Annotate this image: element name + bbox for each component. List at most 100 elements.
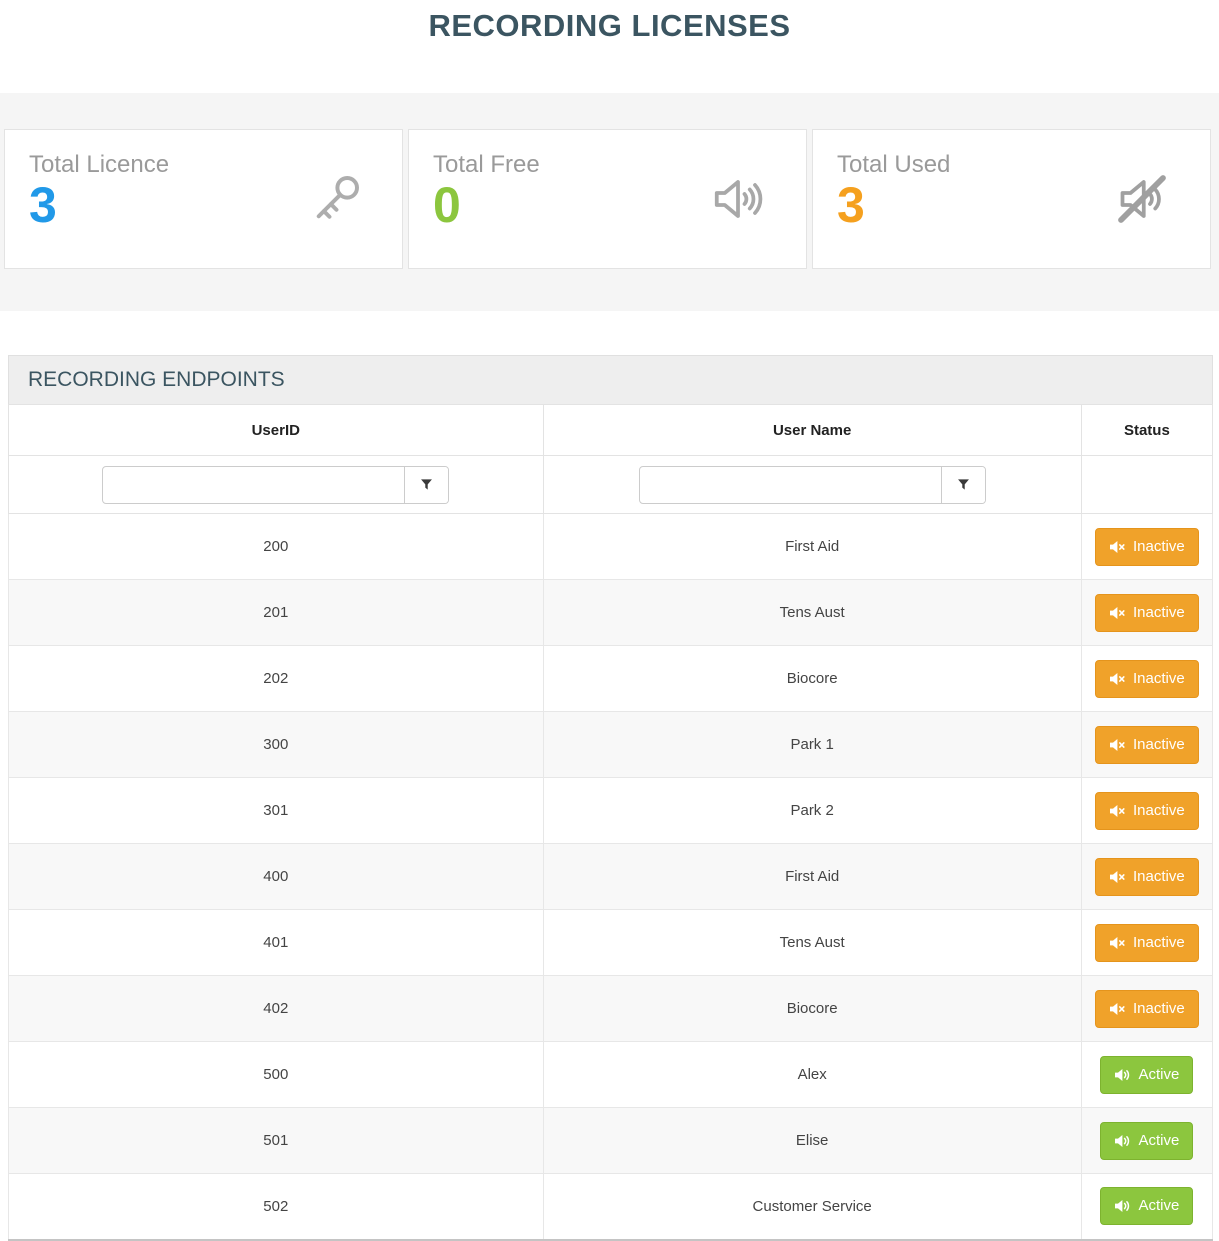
status-cell: Active [1080,1173,1214,1241]
table-row: 201 Tens Aust Inactive [8,579,1214,646]
table-row: 300 Park 1 Inactive [8,711,1214,778]
status-cell: Inactive [1080,909,1214,976]
username-filter-group [638,465,986,504]
table-header-row: UserID User Name Status [8,404,1214,456]
column-header-status[interactable]: Status [1080,404,1214,456]
status-button[interactable]: Inactive [1095,923,1199,962]
status-button[interactable]: Inactive [1095,989,1199,1028]
filter-row [8,455,1214,514]
status-label: Inactive [1133,537,1185,555]
table-row: 502 Customer Service Active [8,1173,1214,1241]
status-cell: Active [1080,1107,1214,1174]
status-cell: Inactive [1080,975,1214,1042]
status-cell: Active [1080,1041,1214,1108]
status-button[interactable]: Inactive [1095,857,1199,896]
username-cell: First Aid [542,843,1082,910]
speaker-icon [1115,1200,1130,1213]
muted-speaker-icon [1110,870,1125,883]
card-label: Total Free [433,151,540,178]
userid-cell: 500 [8,1041,544,1108]
userid-cell: 301 [8,777,544,844]
status-label: Inactive [1133,669,1185,687]
card-label: Total Used [837,151,951,178]
volume-mute-icon [1118,175,1166,223]
column-header-userid[interactable]: UserID [8,404,544,456]
status-label: Active [1138,1065,1180,1083]
userid-cell: 401 [8,909,544,976]
username-cell: Customer Service [542,1173,1082,1241]
muted-speaker-icon [1110,936,1125,949]
username-cell: Tens Aust [542,909,1082,976]
status-button[interactable]: Inactive [1095,659,1199,698]
table-row: 200 First Aid Inactive [8,513,1214,580]
status-cell: Inactive [1080,645,1214,712]
muted-speaker-icon [1110,804,1125,817]
userid-cell: 201 [8,579,544,646]
card-label: Total Licence [29,151,170,178]
status-cell: Inactive [1080,777,1214,844]
funnel-icon [957,479,969,490]
username-cell: Park 1 [542,711,1082,778]
card-value: 0 [433,177,461,234]
muted-speaker-icon [1110,672,1125,685]
status-label: Inactive [1133,999,1185,1017]
speaker-icon [1115,1068,1130,1081]
username-filter-input[interactable] [639,466,941,503]
total-free-card: Total Free 0 [408,129,807,269]
card-value: 3 [837,177,865,234]
volume-up-icon [714,180,763,218]
endpoints-table: UserID User Name Status [8,404,1214,1241]
status-label: Active [1138,1197,1180,1215]
username-cell: First Aid [542,513,1082,580]
username-filter-button[interactable] [940,466,985,503]
username-cell: Elise [542,1107,1082,1174]
status-button[interactable]: Inactive [1095,725,1199,764]
page-title: RECORDING LICENSES [428,8,791,43]
username-cell: Biocore [542,975,1082,1042]
status-button[interactable]: Active [1100,1187,1194,1226]
table-row: 402 Biocore Inactive [8,975,1214,1042]
userid-filter-button[interactable] [404,466,449,503]
status-label: Inactive [1133,867,1185,885]
key-icon [316,176,359,219]
panel-title: RECORDING ENDPOINTS [8,355,1213,404]
muted-speaker-icon [1110,540,1125,553]
username-cell: Biocore [542,645,1082,712]
funnel-icon [421,479,433,490]
userid-cell: 402 [8,975,544,1042]
status-cell: Inactive [1080,579,1214,646]
muted-speaker-icon [1110,738,1125,751]
username-cell: Park 2 [542,777,1082,844]
status-filter-cell [1080,455,1214,514]
column-header-username[interactable]: User Name [542,404,1082,456]
total-used-card: Total Used 3 [812,129,1211,269]
muted-speaker-icon [1110,1002,1125,1015]
status-label: Inactive [1133,603,1185,621]
status-button[interactable]: Inactive [1095,791,1199,830]
table-row: 500 Alex Active [8,1041,1214,1108]
muted-speaker-icon [1110,606,1125,619]
status-cell: Inactive [1080,711,1214,778]
table-row: 501 Elise Active [8,1107,1214,1174]
userid-cell: 400 [8,843,544,910]
status-button[interactable]: Inactive [1095,593,1199,632]
userid-filter-group [102,465,450,504]
userid-cell: 501 [8,1107,544,1174]
userid-cell: 200 [8,513,544,580]
status-button[interactable]: Inactive [1095,527,1199,566]
total-licence-card: Total Licence 3 [4,129,403,269]
card-value: 3 [29,177,57,234]
status-button[interactable]: Active [1100,1121,1194,1160]
userid-cell: 300 [8,711,544,778]
table-row: 401 Tens Aust Inactive [8,909,1214,976]
status-cell: Inactive [1080,513,1214,580]
speaker-icon [1115,1134,1130,1147]
status-cell: Inactive [1080,843,1214,910]
status-label: Inactive [1133,933,1185,951]
status-label: Inactive [1133,735,1185,753]
recording-endpoints-panel: RECORDING ENDPOINTS UserID User Name Sta… [8,355,1214,1241]
status-button[interactable]: Active [1100,1055,1194,1094]
userid-cell: 202 [8,645,544,712]
userid-filter-input[interactable] [103,466,405,503]
summary-band: Total Licence 3 Total Free 0 Total Used … [0,93,1219,311]
